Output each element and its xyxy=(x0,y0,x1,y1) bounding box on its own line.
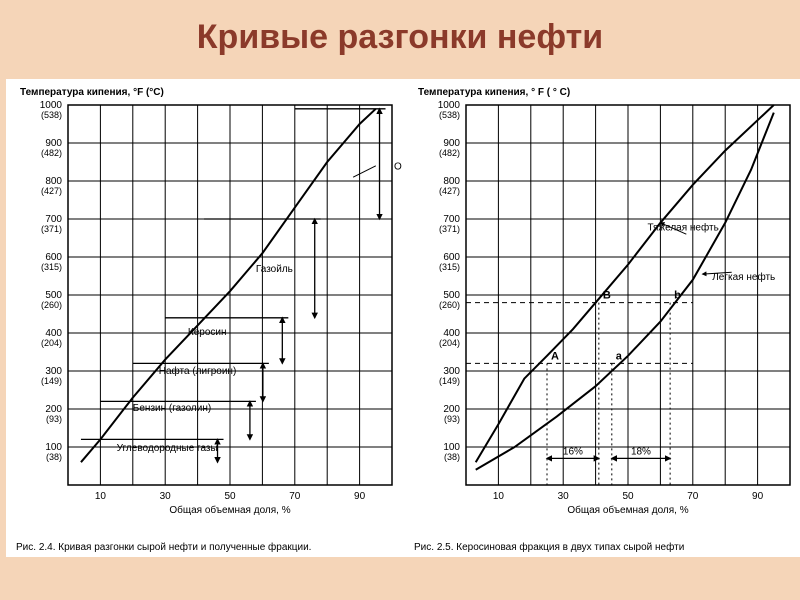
svg-text:(482): (482) xyxy=(41,148,62,158)
svg-text:(204): (204) xyxy=(439,338,460,348)
fraction-label: Бензин (газолин) xyxy=(133,403,211,414)
svg-text:10: 10 xyxy=(493,491,505,502)
page-title: Кривые разгонки нефти xyxy=(0,18,800,57)
chart-right: Температура кипения, ° F ( ° C) 10 30 50 70 9… xyxy=(410,79,800,557)
fraction-label: Остаток xyxy=(394,162,402,173)
svg-text:(260): (260) xyxy=(439,300,460,310)
svg-text:90: 90 xyxy=(752,491,764,502)
svg-text:(260): (260) xyxy=(41,300,62,310)
svg-text:(371): (371) xyxy=(439,224,460,234)
svg-text:70: 70 xyxy=(289,491,301,502)
fraction-label: Нафта (лигроин) xyxy=(159,365,237,377)
svg-text:(427): (427) xyxy=(41,186,62,196)
svg-text:(315): (315) xyxy=(41,262,62,272)
chart-left-caption: Рис. 2.4. Кривая разгонки сырой нефти и … xyxy=(12,540,402,557)
charts-row: Температура кипения, °F (°C) 10 30 50 70 90 Об… xyxy=(6,79,794,557)
svg-text:90: 90 xyxy=(354,491,366,502)
point-label: b xyxy=(674,290,681,302)
svg-text:(371): (371) xyxy=(41,224,62,234)
point-label: B xyxy=(603,290,611,302)
heavy-oil-label: Тяжелая нефть xyxy=(647,221,718,233)
svg-text:30: 30 xyxy=(160,491,172,502)
svg-text:(93): (93) xyxy=(46,414,62,424)
x-axis-title: Общая объемная доля, % xyxy=(567,504,688,516)
point-label: a xyxy=(616,350,623,362)
percent-label: 16% xyxy=(563,446,583,457)
svg-text:(204): (204) xyxy=(41,338,62,348)
point-label: A xyxy=(551,350,559,362)
light-oil-curve xyxy=(476,113,774,470)
fraction-label: Газойль xyxy=(256,264,293,275)
svg-text:(427): (427) xyxy=(439,186,460,196)
chart-left-svg: Температура кипения, °F (°C) 10 30 50 70 90 Об… xyxy=(12,79,402,519)
y-axis-title: Температура кипения, °F (°C) xyxy=(20,87,164,98)
svg-text:70: 70 xyxy=(687,491,699,502)
svg-text:50: 50 xyxy=(224,491,236,502)
svg-text:(149): (149) xyxy=(439,376,460,386)
y-axis-title: Температура кипения, ° F ( ° C) xyxy=(418,87,570,98)
chart-right-caption: Рис. 2.5. Керосиновая фракция в двух тип… xyxy=(410,540,800,557)
svg-text:50: 50 xyxy=(622,491,634,502)
svg-text:30: 30 xyxy=(558,491,570,502)
svg-text:(149): (149) xyxy=(41,376,62,386)
svg-text:(38): (38) xyxy=(444,452,460,462)
chart-right-svg: Температура кипения, ° F ( ° C) 10 30 50 70 9… xyxy=(410,79,800,519)
svg-text:10: 10 xyxy=(95,491,107,502)
svg-text:(93): (93) xyxy=(444,414,460,424)
svg-text:(482): (482) xyxy=(439,148,460,158)
svg-text:(315): (315) xyxy=(439,262,460,272)
percent-label: 18% xyxy=(631,446,651,457)
svg-text:(538): (538) xyxy=(439,110,460,120)
x-axis-title: Общая объемная доля, % xyxy=(169,504,290,516)
svg-text:(538): (538) xyxy=(41,110,62,120)
fraction-label: Углеводородные газы xyxy=(117,443,218,454)
chart-left: Температура кипения, °F (°C) 10 30 50 70 90 Об… xyxy=(12,79,402,557)
svg-text:(38): (38) xyxy=(46,452,62,462)
